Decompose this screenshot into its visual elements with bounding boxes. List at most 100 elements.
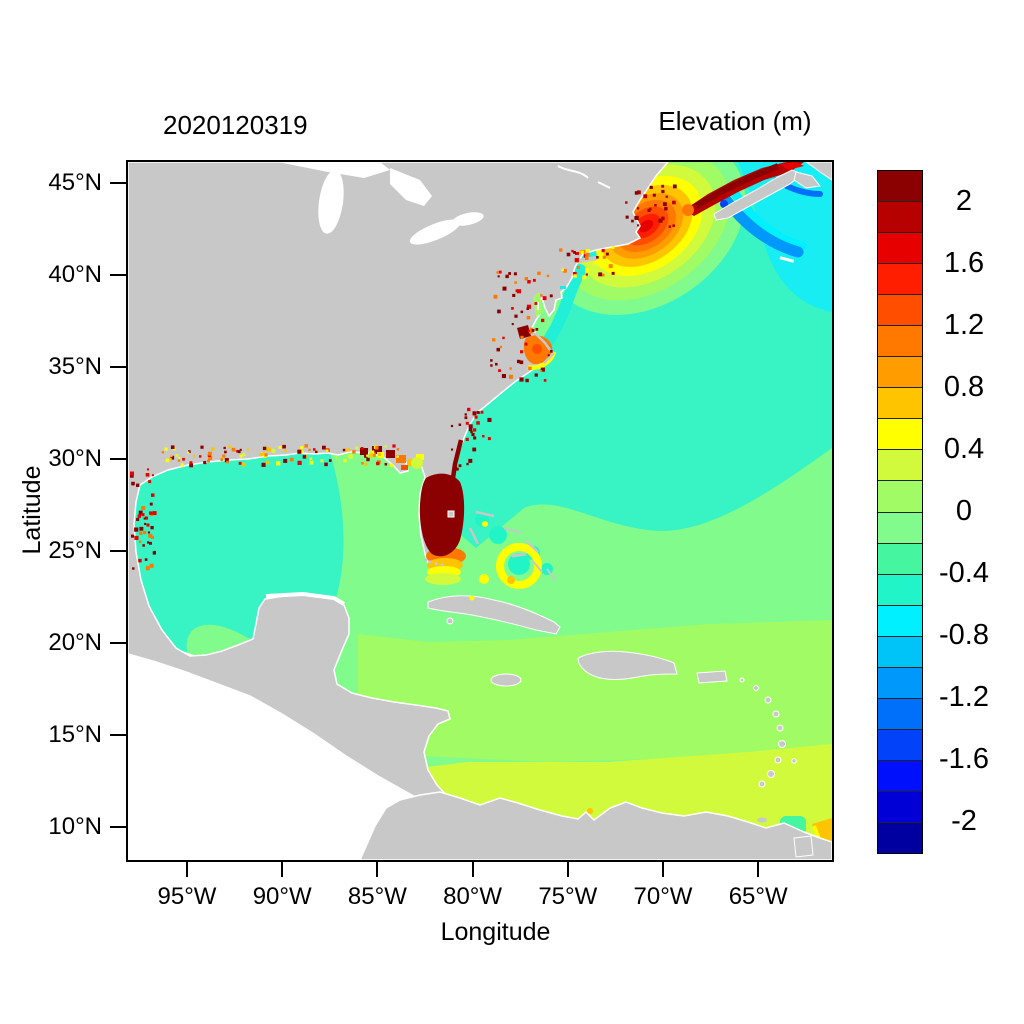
cape-breton-land [793,171,821,189]
x-tick-mark [757,862,760,877]
colorbar-band [878,542,922,574]
ne-corner-land [805,162,832,181]
great-lakes [278,162,611,245]
deep-blue-spot [720,200,728,208]
y-tick-mark [110,642,126,644]
x-tick-mark [471,862,474,877]
colorbar-band [878,356,922,388]
trinidad-island [793,835,814,858]
colorbar-band [878,201,922,233]
x-tick-label: 75°W [538,883,598,910]
cuba-land [427,595,561,635]
colorbar-band [878,511,922,543]
colorbar-band [878,666,922,698]
x-tick-label: 80°W [443,883,503,910]
colorbar-tick-label: -2 [951,805,977,837]
colorbar-tick-label: -0.8 [939,619,989,651]
y-tick-mark [110,182,126,184]
x-tick-label: 65°W [728,883,788,910]
coastal-speckles [130,184,677,571]
caribbean-islands [427,595,797,788]
lake-superior [278,162,390,178]
y-tick-mark [110,366,126,368]
pamlico-sound-overlay [517,325,557,370]
lake-ontario [452,212,484,226]
colorbar-band [878,418,922,450]
margarita-island [757,817,767,823]
x-tick-mark [186,862,188,877]
colorbar-tick-label: 1.2 [943,309,985,341]
y-tick-label: 35°N [48,353,102,380]
y-tick-label: 15°N [48,721,102,748]
elevation-map [128,162,832,860]
y-tick-label: 20°N [48,629,102,656]
y-tick-label: 10°N [48,813,102,840]
y-tick-mark [110,458,126,460]
bahama-bank-patches [475,513,553,589]
x-tick-label: 95°W [157,883,217,910]
colorbar-tick-label: 1.6 [943,247,985,279]
sable-island [779,256,795,263]
x-tick-mark [662,862,664,877]
yucatan-white-fringe [265,591,346,606]
fundy-red-tip [780,162,804,170]
colorbar-tick-label: -1.6 [939,743,989,775]
lake-erie [409,219,461,245]
colorbar-tick-label: 0.8 [943,371,985,403]
x-tick-mark [281,862,284,877]
y-tick-label: 25°N [48,537,102,564]
colorbar-band [878,232,922,264]
lake-michigan [318,170,344,234]
y-tick-mark [110,826,126,828]
puerto-rico-land [696,670,728,684]
y-tick-label: 45°N [48,169,102,196]
y-tick-mark [110,274,126,276]
colorbar-tick-label: -0.4 [939,557,989,589]
bay-of-fundy-strip [684,162,804,216]
x-axis-label: Longitude [440,918,551,946]
colorbar-tick-label: 2 [955,185,973,217]
colorbar-band [878,697,922,729]
atlantic-turquoise [444,162,832,548]
lake-okeechobee [447,510,455,518]
map-plot-area [126,160,834,862]
caribbean-light-green-band [358,620,832,762]
maracaibo-spot [587,808,593,814]
x-tick-label: 70°W [633,883,693,910]
colorbar-band [878,635,922,667]
colorbar-band [878,387,922,419]
colorbar [877,170,923,854]
colorbar-band [878,821,922,854]
x-tick-label: 90°W [252,883,312,910]
x-tick-mark [376,862,379,877]
colorbar-band [878,294,922,326]
colorbar-band [878,480,922,512]
colorbar-band [878,790,922,822]
colorbar-band [878,171,922,202]
colorbar-tick-label: -1.2 [939,681,989,713]
colorbar-tick-label: 0.4 [943,433,985,465]
colorbar-tick-label: 0 [955,495,973,527]
colorbar-band [878,759,922,791]
everglades-maroon-blob [419,473,465,557]
colorbar-band [878,449,922,481]
colorbar-band [878,728,922,760]
long-island-land [564,256,598,265]
colorbar-band [878,573,922,605]
outer-banks-barrier [534,332,555,364]
fundy-orange-edge [682,204,694,216]
y-tick-mark [110,550,126,552]
colorbar-band [878,604,922,636]
bay-of-fundy-core [694,163,780,209]
bahamas-islands [468,510,556,581]
south-america-land [359,791,832,860]
lake-huron [390,168,432,206]
hispaniola-land [577,650,678,680]
colorbar-band [878,263,922,295]
florida-overlay [419,439,466,585]
jamaica-land [490,673,522,687]
florida-east-coast-strip [446,439,464,519]
y-tick-label: 30°N [48,445,102,472]
colorbar-title: Elevation (m) [658,106,812,136]
